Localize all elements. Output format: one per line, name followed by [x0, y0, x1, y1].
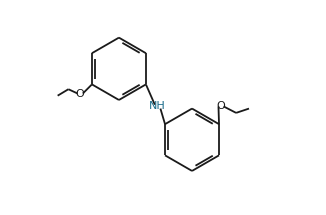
Text: O: O — [76, 89, 85, 98]
Text: O: O — [217, 101, 225, 111]
Text: NH: NH — [149, 101, 166, 111]
